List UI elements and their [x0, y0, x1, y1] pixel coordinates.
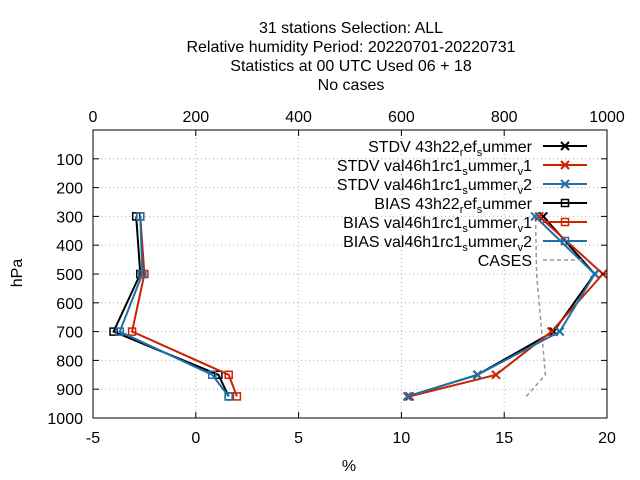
square-marker [560, 217, 570, 227]
title-line-3: Statistics at 00 UTC Used 06 + 18 [230, 58, 472, 75]
legend-label: STDV val46h1rc1summerv2 [337, 177, 532, 197]
square-marker [232, 392, 242, 401]
square-marker [127, 327, 137, 336]
legend-entry-6 [543, 236, 587, 246]
legend-label: STDV val46h1rc1summerv1 [337, 158, 532, 178]
square-marker [560, 236, 570, 246]
x-tick-label: 0 [191, 430, 200, 447]
series-7 [525, 216, 547, 397]
y-axis-label: hPa [9, 259, 26, 288]
y-tick-label: 200 [56, 181, 83, 198]
x-marker [472, 370, 483, 380]
x-marker [555, 326, 565, 337]
legend-entry-2 [543, 160, 587, 170]
x2-tick-label: 1000 [589, 109, 625, 126]
title-line-2: Relative humidity Period: 20220701-20220… [186, 39, 515, 56]
x-marker [530, 211, 540, 222]
series-line [525, 216, 547, 397]
y-tick-label: 700 [56, 325, 83, 342]
square-marker [138, 269, 147, 279]
y-tick-label: 1000 [47, 411, 83, 428]
legend-entry-1 [543, 141, 587, 151]
series-line [118, 216, 230, 398]
y-tick-label: 500 [56, 267, 83, 284]
x2-tick-label: 0 [89, 109, 98, 126]
y-tick-label: 100 [56, 152, 83, 169]
legend-entry-3 [543, 179, 587, 189]
series-5 [127, 212, 242, 401]
x2-tick-label: 600 [388, 109, 415, 126]
y-tick-label: 600 [56, 296, 83, 313]
legend-label: STDV 43h22refsummer [368, 139, 533, 159]
cases-series-layer [525, 216, 547, 397]
x-axis-label: % [342, 458, 356, 475]
x2-tick-label: 200 [182, 109, 209, 126]
legend-label: CASES [478, 253, 532, 270]
x-marker [560, 179, 570, 189]
square-marker [136, 212, 145, 221]
square-marker [115, 327, 124, 336]
series-3 [402, 211, 600, 402]
square-marker [214, 370, 223, 380]
x-tick-label: 15 [495, 430, 513, 447]
legend-label: BIAS val46h1rc1summerv1 [343, 215, 532, 235]
square-marker [224, 392, 233, 401]
x-marker [560, 141, 570, 151]
series-6 [115, 212, 233, 401]
x-marker [589, 269, 600, 279]
grid-lines [93, 130, 607, 418]
x2-tick-label: 400 [285, 109, 312, 126]
series-line [130, 216, 238, 397]
series-layer [109, 211, 608, 402]
square-marker [224, 370, 233, 380]
x-tick-label: 10 [393, 430, 411, 447]
x-marker [491, 370, 501, 380]
series-line [112, 216, 230, 397]
y-tick-label: 400 [56, 238, 83, 255]
x-tick-label: -5 [86, 430, 100, 447]
square-marker [560, 198, 570, 208]
x-tick-label: 20 [598, 430, 616, 447]
title-line-1: 31 stations Selection: ALL [259, 20, 443, 37]
x-tick-label: 5 [294, 430, 303, 447]
y-tick-label: 900 [56, 382, 83, 399]
x2-tick-label: 800 [491, 109, 518, 126]
legend-entry-5 [543, 217, 587, 227]
x-marker [560, 160, 570, 170]
square-marker [207, 370, 217, 380]
title-line-4: No cases [318, 77, 385, 94]
legend-label: BIAS 43h22refsummer [374, 196, 532, 216]
chart-title: 31 stations Selection: ALL Relative humi… [186, 20, 515, 94]
y-tick-label: 800 [56, 353, 83, 370]
legend-label: BIAS val46h1rc1summerv2 [343, 234, 532, 254]
axes: -5 0 5 10 15 200 200 400 600 800 10001002003004005… [47, 109, 624, 447]
y-tick-label: 300 [56, 209, 83, 226]
square-marker [109, 327, 118, 336]
x-marker [402, 391, 413, 402]
legend-entry-4 [543, 198, 587, 208]
